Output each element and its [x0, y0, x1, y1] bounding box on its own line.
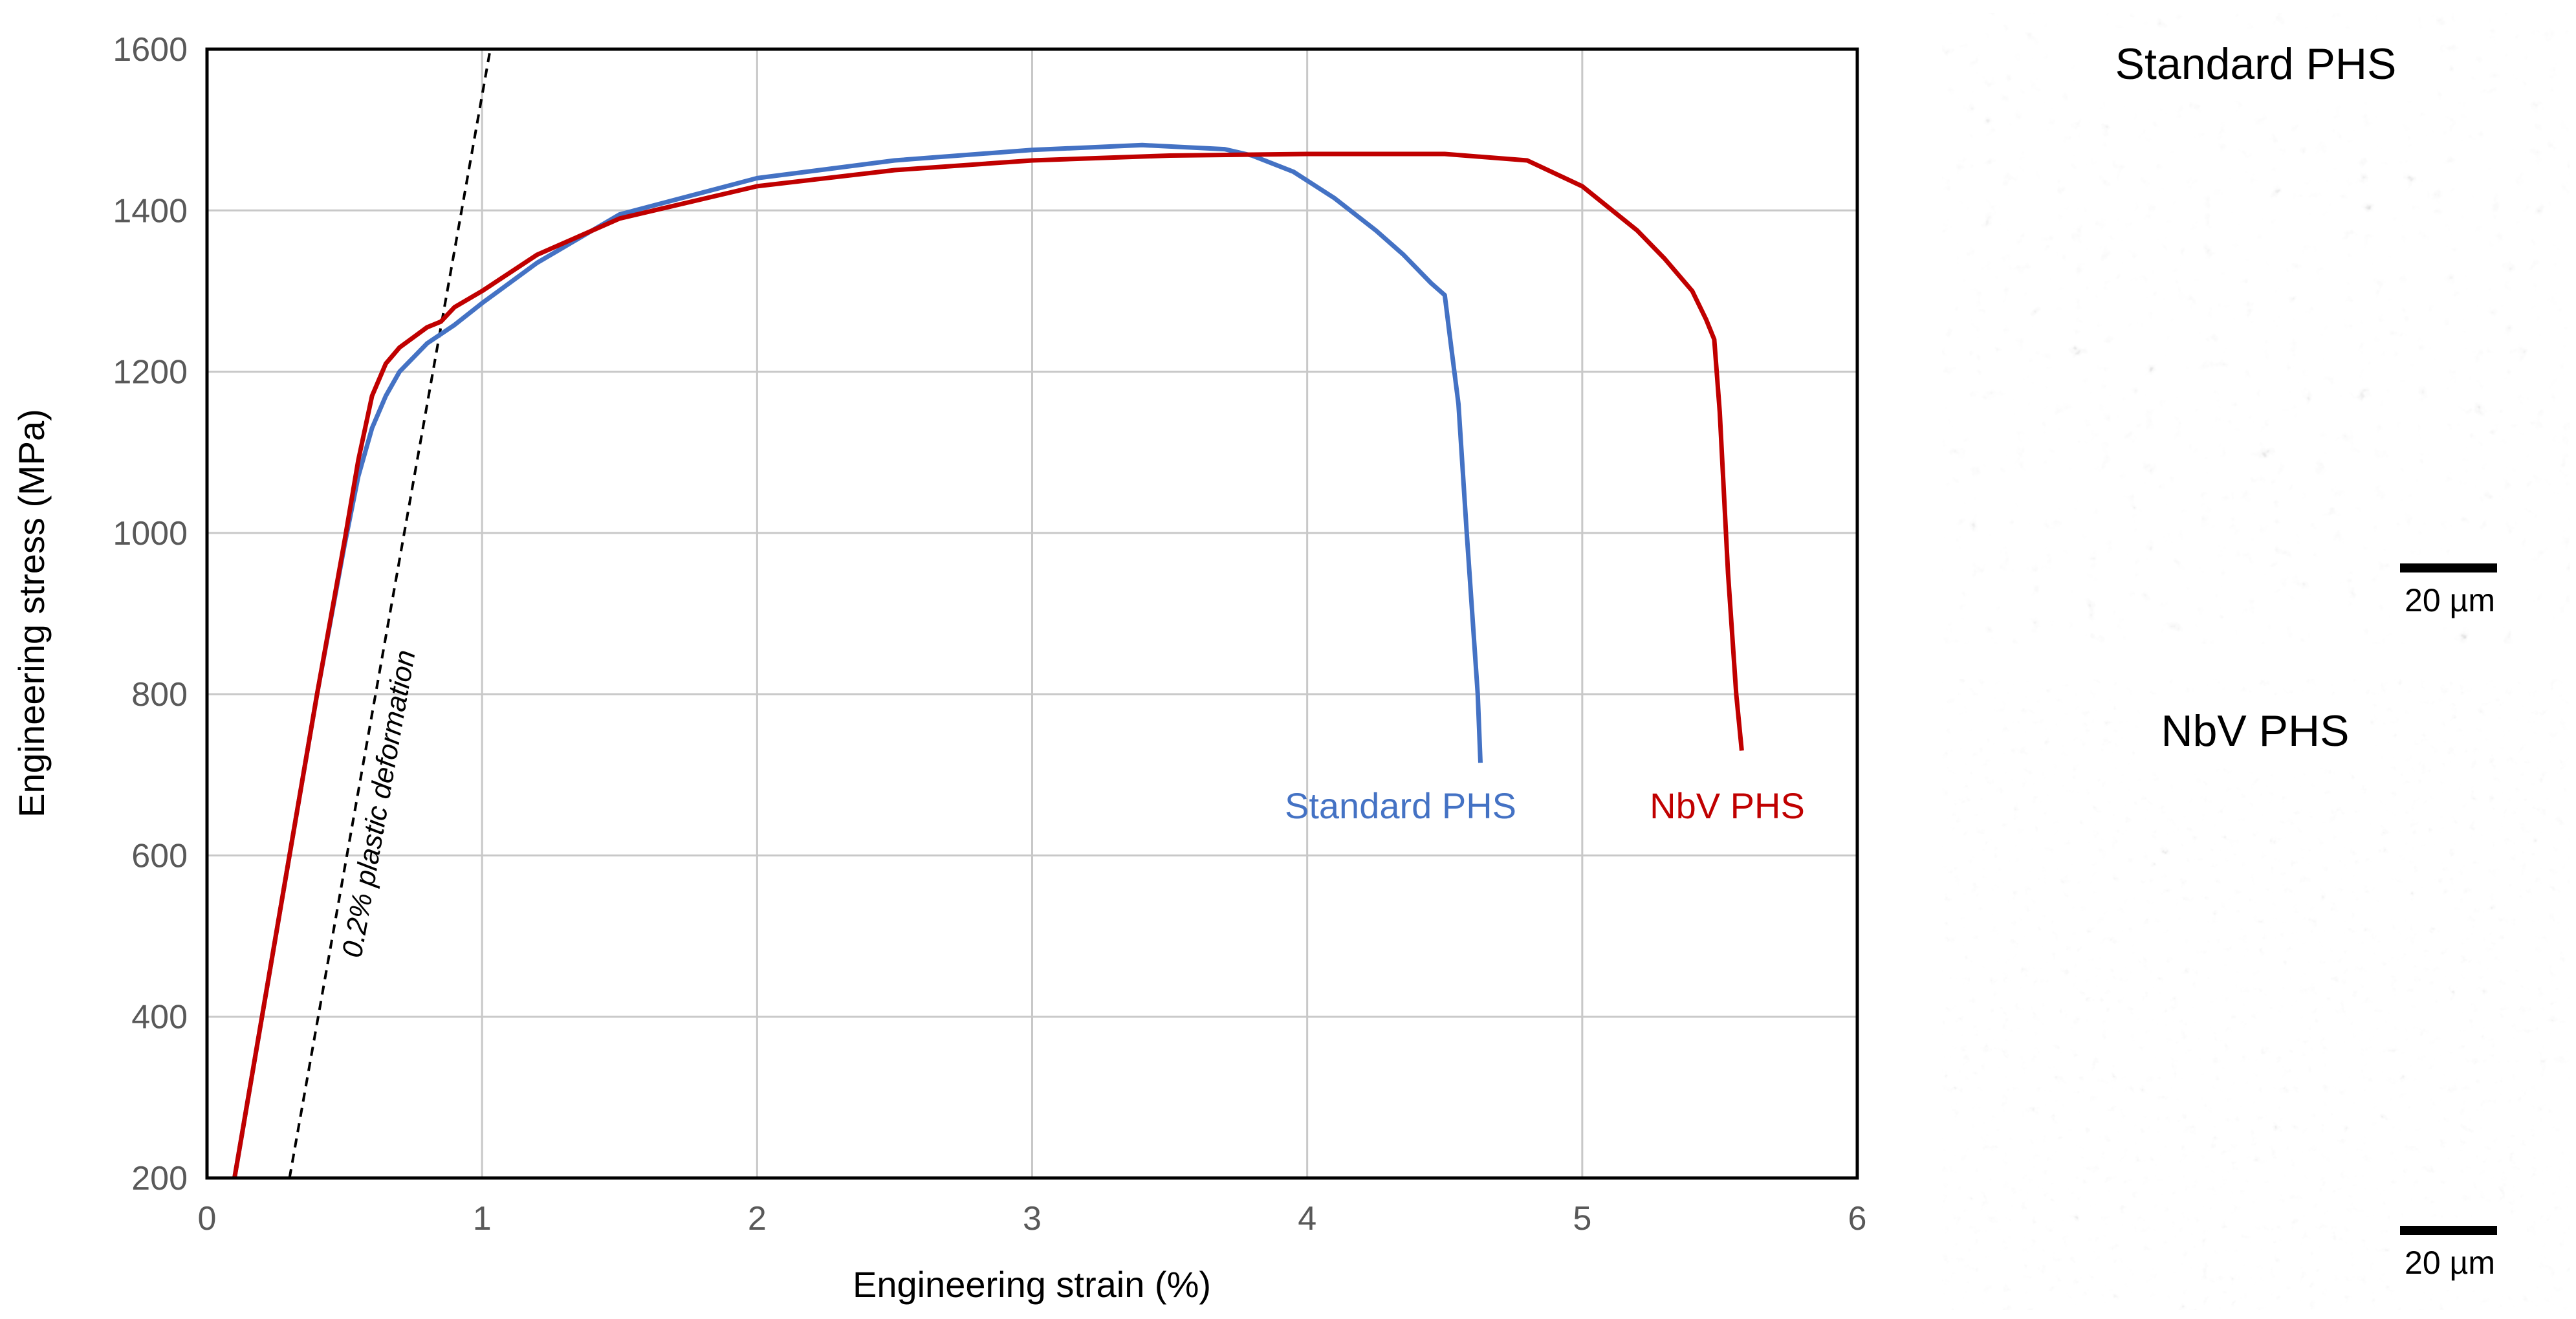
micrograph-title: Standard PHS [2115, 39, 2397, 89]
axis-ticks: 200 400 600 800 1000 1200 1400 1600 0 1 2 3 4 5 6 [113, 31, 1866, 1237]
scale-bar [2400, 563, 2497, 572]
y-tick-label: 200 [131, 1160, 188, 1197]
scale-bar-label: 20 µm [2405, 582, 2495, 618]
x-tick-label: 2 [748, 1200, 767, 1237]
x-tick-label: 4 [1298, 1200, 1316, 1237]
y-tick-label: 1000 [113, 515, 188, 552]
scale-bar [2400, 1226, 2497, 1235]
gridlines [207, 49, 1857, 1178]
y-tick-label: 1600 [113, 31, 188, 69]
x-tick-label: 0 [198, 1200, 217, 1237]
micrograph-title: NbV PHS [2161, 706, 2350, 756]
y-axis-title: Engineering stress (MPa) [11, 409, 52, 818]
y-tick-label: 600 [131, 837, 188, 875]
y-tick-label: 400 [131, 999, 188, 1036]
micrograph-standard-phs: Standard PHS 20 µm [1942, 13, 2570, 644]
x-tick-label: 6 [1848, 1200, 1867, 1237]
series-label-standard-phs: Standard PHS [1285, 785, 1516, 826]
series-label-nbv-phs: NbV PHS [1650, 785, 1805, 826]
x-axis-title: Engineering strain (%) [853, 1264, 1211, 1305]
micrograph-image [1942, 679, 2570, 1310]
reference-line-0.2-percent [288, 49, 492, 1178]
y-tick-label: 1200 [113, 354, 188, 391]
series-line-nbv-phs [232, 151, 1744, 1178]
micrograph-nbv-phs: NbV PHS 20 µm [1942, 679, 2570, 1310]
micrograph-image [1942, 13, 2570, 644]
x-tick-label: 5 [1573, 1200, 1591, 1237]
y-tick-label: 1400 [113, 192, 188, 230]
plot-area [232, 49, 1744, 1178]
x-tick-label: 1 [473, 1200, 492, 1237]
scale-bar-label: 20 µm [2405, 1245, 2495, 1281]
plot-frame [205, 47, 1859, 1180]
micrograph-title-box [2075, 28, 2437, 101]
micrograph-title-box [2140, 695, 2370, 768]
y-tick-label: 800 [131, 676, 188, 714]
x-tick-label: 3 [1023, 1200, 1042, 1237]
series-line-standard-phs [232, 142, 1483, 1178]
